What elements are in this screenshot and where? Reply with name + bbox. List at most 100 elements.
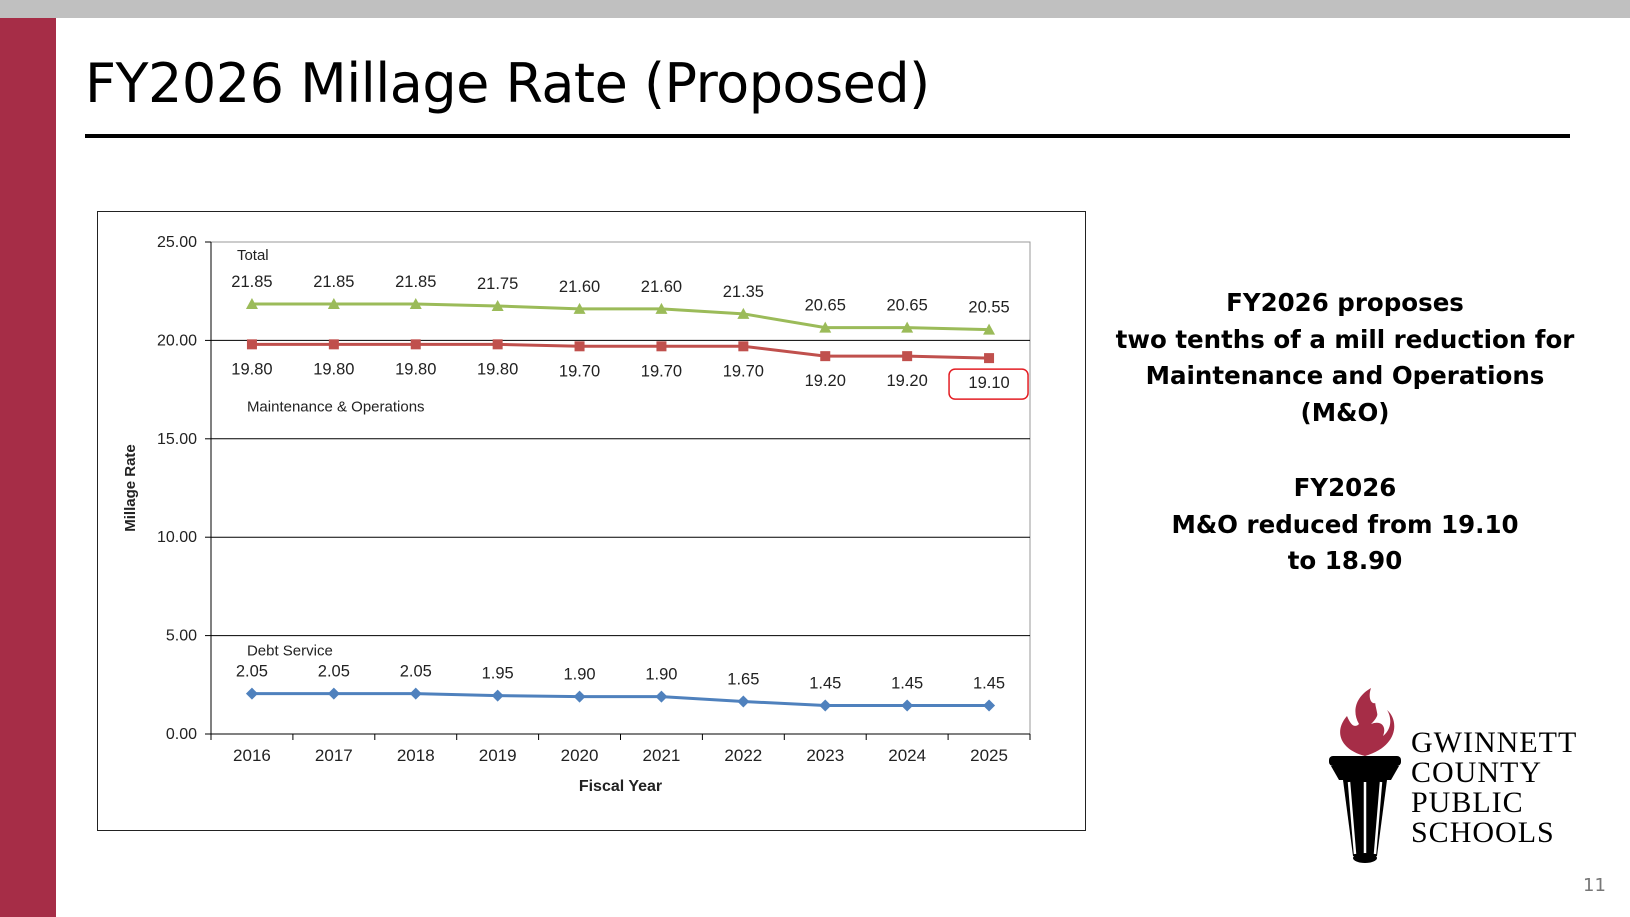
total-point (327, 297, 340, 309)
debt-service-point (573, 690, 586, 703)
logo-line: SCHOOLS (1411, 816, 1555, 849)
debt-service-data-label: 1.95 (482, 665, 514, 683)
debt-service-data-label: 1.90 (645, 666, 677, 684)
reduction-note: FY2026 M&O reduced from 19.10 to 18.90 (1110, 470, 1580, 580)
mo-series-name: Maintenance & Operations (247, 398, 425, 415)
x-tick-label: 2024 (888, 746, 926, 765)
x-tick-label: 2019 (479, 746, 517, 765)
note-line: Maintenance and Operations (1145, 361, 1545, 390)
logo-wordmark: GWINNETT COUNTY PUBLIC SCHOOLS (1411, 728, 1577, 848)
total-point (819, 321, 832, 333)
title-divider (85, 134, 1570, 138)
chart-frame: 0.00 5.00 10.00 15.00 20.00 25.00 2016 2017 2018… (97, 211, 1086, 831)
total-data-label: 21.85 (313, 273, 354, 291)
y-tick-label: 5.00 (166, 628, 197, 645)
x-tick-label: 2017 (315, 746, 353, 765)
maintenance-operations-data-label: 19.80 (477, 360, 518, 378)
maintenance-operations-data-label: 19.70 (723, 362, 764, 380)
debt-service-data-label: 1.90 (563, 666, 595, 684)
total-data-label: 21.85 (395, 273, 436, 291)
y-tick-label: 0.00 (166, 726, 197, 743)
logo-line: PUBLIC (1411, 786, 1524, 819)
maintenance-operations-data-label: 19.80 (231, 360, 272, 378)
total-data-label: 21.75 (477, 275, 518, 293)
accent-bar (0, 18, 56, 917)
total-point (901, 321, 914, 333)
debt-service-data-label: 2.05 (318, 663, 350, 681)
total-point (983, 323, 996, 335)
total-point (573, 302, 586, 314)
maintenance-operations-data-label: 19.20 (805, 372, 846, 390)
debt-series-name: Debt Service (247, 643, 333, 660)
note-line: to 18.90 (1287, 546, 1403, 575)
debt-service-data-label: 1.45 (809, 674, 841, 692)
total-point (491, 299, 504, 311)
x-tick-label: 2023 (806, 746, 844, 765)
top-bar (0, 0, 1630, 18)
y-tick-label: 15.00 (157, 431, 197, 448)
x-tick-label: 2016 (233, 746, 271, 765)
x-axis-title: Fiscal Year (579, 778, 662, 795)
x-tick-label: 2025 (970, 746, 1008, 765)
debt-service-point (245, 687, 258, 700)
maintenance-operations-data-label: 19.10 (968, 374, 1009, 392)
y-axis-title: Millage Rate (122, 444, 139, 532)
debt-service-data-label: 1.65 (727, 671, 759, 689)
y-tick-label: 25.00 (157, 234, 197, 251)
note-line: two tenths of a mill reduction for (1115, 324, 1575, 354)
maintenance-operations-point (738, 341, 749, 352)
total-data-label: 21.35 (723, 283, 764, 301)
maintenance-operations-data-label: 19.70 (641, 362, 682, 380)
total-data-label: 20.65 (805, 297, 846, 315)
total-data-label: 20.65 (887, 297, 928, 315)
maintenance-operations-data-label: 19.20 (887, 372, 928, 390)
maintenance-operations-point (902, 351, 913, 362)
maintenance-operations-data-label: 19.70 (559, 362, 600, 380)
maintenance-operations-series-line (251, 342, 990, 360)
debt-service-data-label: 1.45 (891, 674, 923, 692)
highlight-box (948, 368, 1029, 400)
maintenance-operations-point (246, 339, 257, 350)
total-data-label: 20.55 (968, 299, 1009, 317)
page-number: 11 (1583, 875, 1606, 896)
total-point (409, 297, 422, 309)
debt-service-data-label: 2.05 (236, 663, 268, 681)
maintenance-operations-point (410, 339, 421, 350)
x-tick-label: 2020 (561, 746, 599, 765)
y-tick-label: 20.00 (157, 332, 197, 349)
debt-service-point (983, 699, 996, 712)
plot-area (210, 241, 1031, 735)
proposal-note: FY2026 proposes two tenths of a mill red… (1110, 285, 1580, 431)
maintenance-operations-point (328, 339, 339, 350)
debt-service-data-label: 1.45 (973, 674, 1005, 692)
debt-service-point (819, 699, 832, 712)
debt-service-data-label: 2.05 (400, 663, 432, 681)
total-data-label: 21.60 (559, 278, 600, 296)
logo-line: COUNTY (1411, 756, 1542, 789)
maintenance-operations-point (492, 339, 503, 350)
torch-icon (1329, 688, 1401, 863)
total-point (245, 297, 258, 309)
maintenance-operations-point (574, 341, 585, 352)
total-point (737, 307, 750, 319)
debt-service-point (409, 687, 422, 700)
x-tick-label: 2021 (643, 746, 681, 765)
debt-service-point (491, 689, 504, 702)
x-tick-label: 2022 (724, 746, 762, 765)
debt-service-point (655, 690, 668, 703)
logo-line: GWINNETT (1411, 726, 1578, 759)
maintenance-operations-point (820, 351, 831, 362)
note-line: FY2026 proposes (1226, 288, 1464, 317)
y-tick-label: 10.00 (157, 529, 197, 546)
total-data-label: 21.85 (231, 273, 272, 291)
note-line: M&O reduced from 19.10 (1171, 509, 1519, 539)
debt-service-point (737, 695, 750, 708)
maintenance-operations-point (656, 341, 667, 352)
debt-service-series-line (251, 692, 990, 707)
note-line: FY2026 (1293, 473, 1397, 502)
maintenance-operations-point (984, 353, 995, 364)
debt-service-point (327, 687, 340, 700)
total-data-label: 21.60 (641, 278, 682, 296)
slide-title: FY2026 Millage Rate (Proposed) (85, 52, 930, 115)
gwinnett-logo: GWINNETT COUNTY PUBLIC SCHOOLS (1325, 688, 1585, 868)
